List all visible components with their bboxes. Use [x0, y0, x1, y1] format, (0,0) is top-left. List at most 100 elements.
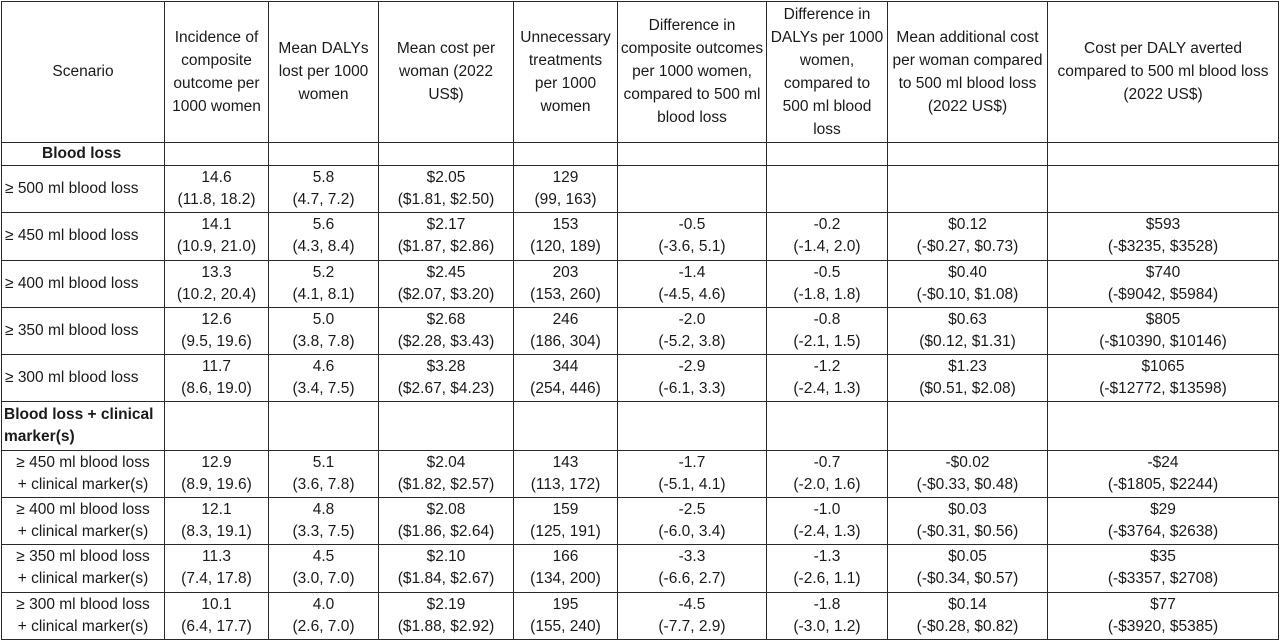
estimate: 129 [552, 169, 579, 187]
section-heading: Blood loss + clinical marker(s) [1, 401, 165, 451]
header-cell: Scenario [1, 1, 165, 143]
value-cell: $2.05 ($1.81, $2.50) [378, 165, 514, 214]
value-cell: 14.6 (11.8, 18.2) [164, 165, 269, 214]
interval: (-$0.31, $0.56) [916, 523, 1019, 541]
table-row: ≥ 300 ml blood loss 11.7 (8.6, 19.0) 4.6 (3.… [1, 354, 1279, 403]
interval: (-2.0, 1.6) [793, 475, 861, 493]
estimate: $0.40 [948, 263, 987, 281]
value-cell: $1.23 ($0.51, $2.08) [887, 354, 1048, 403]
value-cell: 12.6 (9.5, 19.6) [164, 306, 269, 356]
estimate: 143 [552, 453, 579, 471]
interval: (134, 200) [530, 570, 601, 588]
estimate: $0.03 [948, 501, 987, 519]
interval: (4.7, 7.2) [292, 191, 355, 209]
estimate: $1.23 [948, 358, 987, 376]
estimate: 12.9 [201, 453, 232, 471]
estimate: -3.3 [678, 548, 706, 566]
estimate: 12.1 [201, 501, 232, 519]
interval: ($1.82, $2.57) [397, 475, 495, 493]
table-row: ≥ 450 ml blood loss + clinical marker(s) 1… [1, 449, 1279, 499]
estimate: -4.5 [678, 595, 706, 613]
value-cell [887, 165, 1048, 214]
value-cell: -1.8 (-3.0, 1.2) [766, 591, 888, 641]
estimate: -$0.02 [945, 453, 990, 471]
interval: (-2.6, 1.1) [793, 570, 861, 588]
value-cell: -0.8 (-2.1, 1.5) [766, 306, 888, 356]
interval: (254, 446) [530, 380, 601, 398]
scenario-cell: ≥ 300 ml blood loss + clinical marker(s) [1, 591, 165, 641]
header-cell: Unnecessary treatments per 1000 women [513, 1, 618, 143]
estimate: 246 [552, 311, 579, 328]
scenario-line: + clinical marker(s) [17, 523, 149, 541]
scenario-line: ≥ 400 ml blood loss [16, 501, 150, 519]
scenario-cell: ≥ 400 ml blood loss [1, 259, 165, 308]
interval: (3.8, 7.8) [292, 333, 355, 350]
empty-cell [617, 401, 767, 451]
estimate: 4.5 [312, 548, 335, 566]
estimate: $0.05 [948, 548, 987, 566]
interval: (-$9042, $5984) [1107, 285, 1219, 303]
scenario-line: ≥ 350 ml blood loss [16, 548, 150, 566]
value-cell: 5.0 (3.8, 7.8) [268, 306, 379, 356]
value-cell [1047, 165, 1279, 214]
interval: (-$1805, $2244) [1107, 475, 1219, 493]
table-row: ≥ 400 ml blood loss + clinical marker(s) 1… [1, 496, 1279, 546]
empty-cell [617, 141, 767, 167]
empty-cell [1047, 141, 1279, 167]
value-cell: 5.8 (4.7, 7.2) [268, 165, 379, 214]
interval: (-$0.28, $0.82) [916, 617, 1019, 635]
scenario-cell: ≥ 500 ml blood loss [1, 165, 165, 214]
value-cell: -4.5 (-7.7, 2.9) [617, 591, 767, 641]
interval: (-$3920, $5385) [1107, 617, 1219, 635]
header-cell: Difference in composite outcomes per 100… [617, 1, 767, 143]
empty-cell [766, 141, 888, 167]
interval: (3.6, 7.8) [292, 475, 355, 493]
scenario-cell: ≥ 350 ml blood loss + clinical marker(s) [1, 544, 165, 593]
value-cell: -1.4 (-4.5, 4.6) [617, 259, 767, 308]
table-row: ≥ 450 ml blood loss 14.1 (10.9, 21.0) 5.6 (4… [1, 212, 1279, 261]
estimate: -2.9 [678, 358, 706, 376]
interval: (-1.4, 2.0) [793, 238, 861, 256]
scenario-cell: ≥ 350 ml blood loss [1, 306, 165, 356]
scenario-line: + clinical marker(s) [17, 475, 149, 493]
empty-cell [887, 141, 1048, 167]
value-cell: 4.6 (3.4, 7.5) [268, 354, 379, 403]
value-cell: 14.1 (10.9, 21.0) [164, 212, 269, 261]
scenario-cell: ≥ 400 ml blood loss + clinical marker(s) [1, 496, 165, 546]
interval: (-$0.10, $1.08) [916, 285, 1019, 303]
interval: (-$0.33, $0.48) [916, 475, 1019, 493]
interval: (-$3357, $2708) [1107, 570, 1219, 588]
estimate: -1.8 [813, 595, 841, 613]
interval: (155, 240) [530, 617, 601, 635]
estimate: 5.1 [312, 453, 335, 471]
estimate: 5.2 [312, 263, 335, 281]
value-cell: -1.2 (-2.4, 1.3) [766, 354, 888, 403]
estimate: $2.08 [426, 501, 466, 519]
value-cell: $805 (-$10390, $10146) [1047, 306, 1279, 356]
estimate: 159 [552, 501, 579, 519]
value-cell: 11.3 (7.4, 17.8) [164, 544, 269, 593]
empty-cell [378, 141, 514, 167]
empty-cell [1047, 401, 1279, 451]
section-row: Blood loss [1, 141, 1279, 167]
interval: (-6.6, 2.7) [658, 570, 726, 588]
interval: (113, 172) [530, 475, 601, 493]
estimate: -0.5 [678, 216, 706, 234]
value-cell: 5.2 (4.1, 8.1) [268, 259, 379, 308]
value-cell: -2.5 (-6.0, 3.4) [617, 496, 767, 546]
value-cell: 5.6 (4.3, 8.4) [268, 212, 379, 261]
value-cell: 12.1 (8.3, 19.1) [164, 496, 269, 546]
value-cell: -1.3 (-2.6, 1.1) [766, 544, 888, 593]
interval: (-6.0, 3.4) [658, 523, 726, 541]
estimate: 5.6 [312, 216, 335, 234]
header-cell: Difference in DALYs per 1000 women, comp… [766, 1, 888, 143]
value-cell: 4.8 (3.3, 7.5) [268, 496, 379, 546]
interval: (153, 260) [530, 285, 601, 303]
interval: ($1.86, $2.64) [397, 523, 495, 541]
interval: ($0.51, $2.08) [919, 380, 1016, 398]
value-cell: 11.7 (8.6, 19.0) [164, 354, 269, 403]
estimate: $593 [1145, 216, 1181, 234]
estimate: $2.68 [426, 311, 466, 328]
estimate: $3.28 [426, 358, 466, 376]
